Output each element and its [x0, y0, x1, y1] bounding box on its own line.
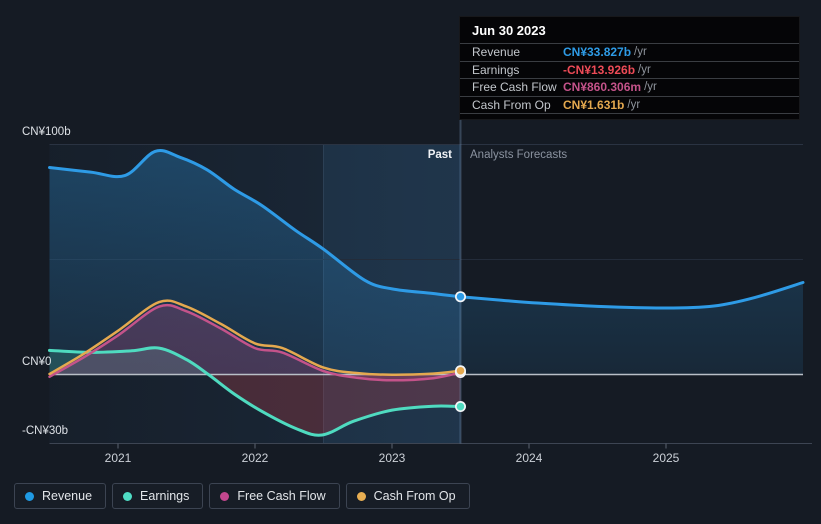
x-axis-label: 2025: [652, 451, 680, 465]
legend-dot-icon: [220, 491, 230, 501]
forecast-region-label: Analysts Forecasts: [470, 149, 568, 161]
revenue-line: [48, 149, 805, 310]
free-cash-flow-area-fill: [49, 305, 461, 381]
y-axis-label: CN¥100b: [22, 125, 71, 138]
tooltip-row-unit: /yr: [644, 81, 657, 94]
data-point-markers[interactable]: [455, 291, 466, 413]
revenue-marker[interactable]: [456, 292, 465, 301]
tooltip-row-value: CN¥33.827b: [563, 45, 632, 60]
tooltip-row: Free Cash Flow CN¥860.306m/yr: [460, 78, 799, 96]
cash-from-op-line: [48, 299, 462, 376]
tooltip-row: Cash From Op CN¥1.631b/yr: [460, 95, 799, 114]
x-axis-label: 2022: [241, 451, 269, 465]
legend-label: Revenue: [42, 489, 93, 503]
revenue-area-fill: [49, 150, 803, 375]
legend-dot-icon: [356, 491, 366, 501]
tooltip-row-value: CN¥1.631b: [563, 97, 625, 112]
tooltip-row-label: Cash From Op: [472, 97, 551, 112]
tooltip-row-value: CN¥860.306m: [563, 80, 642, 95]
earnings-negative-area-fill: [49, 374, 461, 436]
past-region-label: Past: [427, 149, 452, 161]
tooltip-row-label: Earnings: [472, 62, 520, 77]
x-axis-label: 2023: [378, 451, 406, 465]
tooltip-row: Revenue CN¥33.827b/yr: [460, 43, 799, 61]
tooltip-date: Jun 30 2023: [472, 23, 546, 38]
legend-dot-icon: [123, 491, 133, 501]
tooltip-row-unit: /yr: [638, 63, 651, 76]
x-axis-label: 2024: [515, 451, 543, 465]
legend-item-revenue[interactable]: Revenue: [14, 483, 107, 509]
cash-from-op-marker[interactable]: [456, 366, 465, 375]
tooltip-row-label: Revenue: [472, 45, 521, 60]
tooltip-row-unit: /yr: [627, 98, 641, 111]
earnings-marker[interactable]: [456, 402, 465, 411]
legend-label: Free Cash Flow: [237, 489, 326, 503]
tooltip-row-unit: /yr: [634, 46, 647, 59]
legend-label: Cash From Op: [373, 489, 456, 503]
x-axis-label: 2021: [104, 451, 132, 465]
chart-legend: Revenue Earnings Free Cash Flow Cash From O…: [14, 483, 470, 509]
earnings-line: [48, 346, 462, 437]
y-axis-label: CN¥0: [22, 355, 52, 368]
legend-item-cash-from-op[interactable]: Cash From Op: [345, 483, 470, 509]
series-area-fills: [49, 150, 803, 436]
tooltip-row: Earnings -CN¥13.926b/yr: [460, 60, 799, 79]
legend-dot-icon: [25, 491, 34, 501]
tooltip-row-label: Free Cash Flow: [472, 80, 557, 95]
tooltip-row-value: -CN¥13.926b: [563, 62, 636, 77]
legend-label: Earnings: [140, 489, 190, 503]
data-tooltip: Jun 30 2023 Revenue CN¥33.827b/yr Earnings…: [459, 16, 800, 120]
legend-item-free-cash-flow[interactable]: Free Cash Flow: [209, 483, 340, 509]
free-cash-flow-line: [48, 303, 462, 382]
tooltip-footer-divider: [460, 113, 799, 119]
legend-item-earnings[interactable]: Earnings: [112, 483, 204, 509]
series-lines: [48, 149, 805, 437]
y-axis-label: -CN¥30b: [22, 424, 69, 437]
tooltip-rows: Revenue CN¥33.827b/yr Earnings -CN¥13.926b /…: [460, 43, 799, 113]
earnings-positive-area-fill: [49, 347, 461, 375]
x-axis: [49, 443, 812, 449]
